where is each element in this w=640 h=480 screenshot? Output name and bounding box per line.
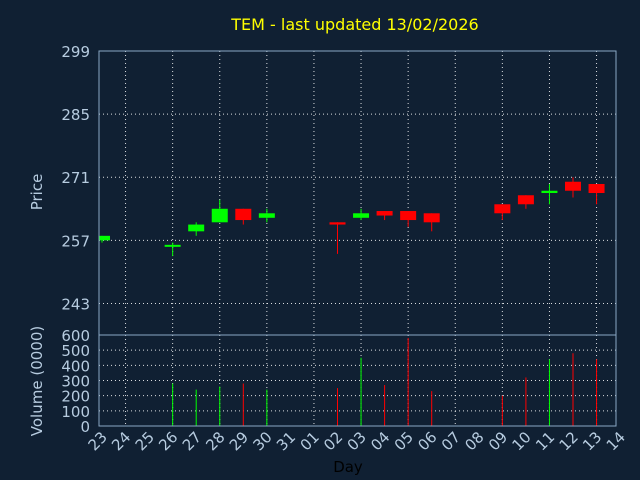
- day-axis-label: Day: [333, 458, 363, 476]
- day-tick-label: 13: [579, 428, 605, 454]
- candle-body: [376, 211, 393, 216]
- candle-body: [99, 235, 110, 241]
- price-plot-frame: [98, 50, 617, 336]
- candles: [99, 177, 605, 257]
- day-tick-label: 28: [202, 428, 228, 454]
- candle-body: [211, 208, 228, 223]
- day-tick-label: 24: [108, 428, 134, 454]
- candle-body: [423, 213, 440, 223]
- day-tick-label: 06: [414, 428, 440, 454]
- volume-tick-label: 200: [61, 388, 90, 406]
- day-tick-label: 08: [461, 428, 487, 454]
- day-tick-label: 07: [438, 428, 464, 454]
- day-tick-label: 03: [344, 428, 370, 454]
- volume-tick-label: 100: [61, 403, 90, 421]
- day-tick-label: 11: [532, 428, 558, 454]
- day-tick-label: 29: [226, 428, 252, 454]
- candle-body: [588, 183, 605, 193]
- day-tick-label: 25: [132, 428, 158, 454]
- volume-bars: [172, 338, 598, 426]
- day-tick-label: 12: [556, 428, 582, 454]
- price-tick-label: 299: [61, 43, 90, 61]
- volume-plot-frame: [98, 334, 617, 427]
- candle-body: [258, 213, 275, 218]
- day-tick-label: 30: [249, 428, 275, 454]
- day-tick-label: 02: [320, 428, 346, 454]
- day-tick-label: 09: [485, 428, 511, 454]
- candle-body: [400, 211, 417, 221]
- price-tick-labels: 243 257 271 285 299: [61, 43, 90, 313]
- day-tick-label: 05: [391, 428, 417, 454]
- day-tick-label: 31: [273, 428, 299, 454]
- candle-body: [565, 181, 581, 191]
- day-tick-label: 27: [179, 428, 205, 454]
- candle-body: [353, 213, 370, 218]
- day-tick-label: 01: [297, 428, 323, 454]
- price-tick-label: 257: [61, 232, 90, 250]
- day-tick-label: 04: [367, 428, 393, 454]
- volume-axis-label: Volume (0000): [28, 326, 46, 436]
- volume-grid: [99, 334, 616, 427]
- price-axis-label: Price: [28, 174, 46, 211]
- price-tick-label: 271: [61, 169, 90, 187]
- candle-body: [517, 195, 534, 205]
- candle-body: [494, 204, 511, 214]
- day-tick-labels: 2324252627282930310102030405060708091011…: [85, 428, 629, 454]
- price-tick-label: 285: [61, 106, 90, 124]
- day-tick-label: 26: [155, 428, 181, 454]
- candle-body: [541, 190, 558, 193]
- volume-tick-label: 600: [61, 327, 90, 345]
- candle-body: [235, 208, 252, 221]
- candle-body: [188, 224, 205, 232]
- day-tick-label: 14: [603, 428, 629, 454]
- candle-body: [329, 222, 346, 225]
- price-tick-label: 243: [61, 295, 90, 313]
- volume-tick-label: 0: [80, 418, 90, 436]
- volume-tick-label: 300: [61, 373, 90, 391]
- volume-tick-label: 500: [61, 342, 90, 360]
- day-tick-label: 10: [508, 428, 534, 454]
- chart-title: TEM - last updated 13/02/2026: [230, 15, 478, 34]
- price-grid: [99, 50, 616, 335]
- candle-body: [164, 244, 181, 247]
- volume-tick-label: 400: [61, 357, 90, 375]
